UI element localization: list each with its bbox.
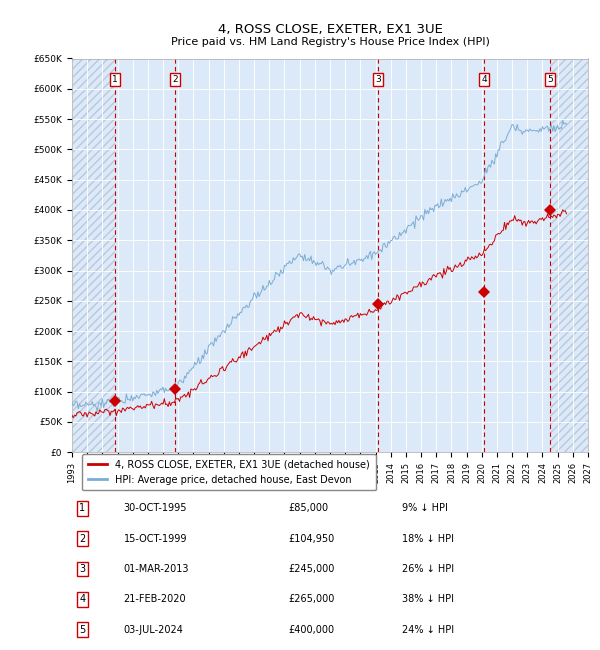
Text: 5: 5 <box>547 75 553 84</box>
Text: 18% ↓ HPI: 18% ↓ HPI <box>402 534 454 543</box>
Text: 4: 4 <box>481 75 487 84</box>
Text: £245,000: £245,000 <box>289 564 335 574</box>
Text: £104,950: £104,950 <box>289 534 335 543</box>
Text: Price paid vs. HM Land Registry's House Price Index (HPI): Price paid vs. HM Land Registry's House … <box>170 37 490 47</box>
Text: 5: 5 <box>79 625 85 635</box>
Legend: 4, ROSS CLOSE, EXETER, EX1 3UE (detached house), HPI: Average price, detached ho: 4, ROSS CLOSE, EXETER, EX1 3UE (detached… <box>82 454 376 491</box>
Text: 24% ↓ HPI: 24% ↓ HPI <box>402 625 454 635</box>
Text: 26% ↓ HPI: 26% ↓ HPI <box>402 564 454 574</box>
Text: 9% ↓ HPI: 9% ↓ HPI <box>402 503 448 513</box>
Text: £400,000: £400,000 <box>289 625 335 635</box>
Text: 01-MAR-2013: 01-MAR-2013 <box>124 564 189 574</box>
Bar <box>72 58 115 452</box>
Text: 21-FEB-2020: 21-FEB-2020 <box>124 594 186 604</box>
Text: 3: 3 <box>79 564 85 574</box>
Text: 15-OCT-1999: 15-OCT-1999 <box>124 534 187 543</box>
Bar <box>550 58 588 452</box>
Text: 4, ROSS CLOSE, EXETER, EX1 3UE: 4, ROSS CLOSE, EXETER, EX1 3UE <box>218 23 442 36</box>
Text: 3: 3 <box>375 75 381 84</box>
Text: £265,000: £265,000 <box>289 594 335 604</box>
Text: 2: 2 <box>79 534 85 543</box>
Text: 1: 1 <box>112 75 118 84</box>
Text: £85,000: £85,000 <box>289 503 329 513</box>
Text: 30-OCT-1995: 30-OCT-1995 <box>124 503 187 513</box>
Text: 1: 1 <box>79 503 85 513</box>
Text: 4: 4 <box>79 594 85 604</box>
Text: 03-JUL-2024: 03-JUL-2024 <box>124 625 184 635</box>
Text: 2: 2 <box>172 75 178 84</box>
Text: 38% ↓ HPI: 38% ↓ HPI <box>402 594 454 604</box>
